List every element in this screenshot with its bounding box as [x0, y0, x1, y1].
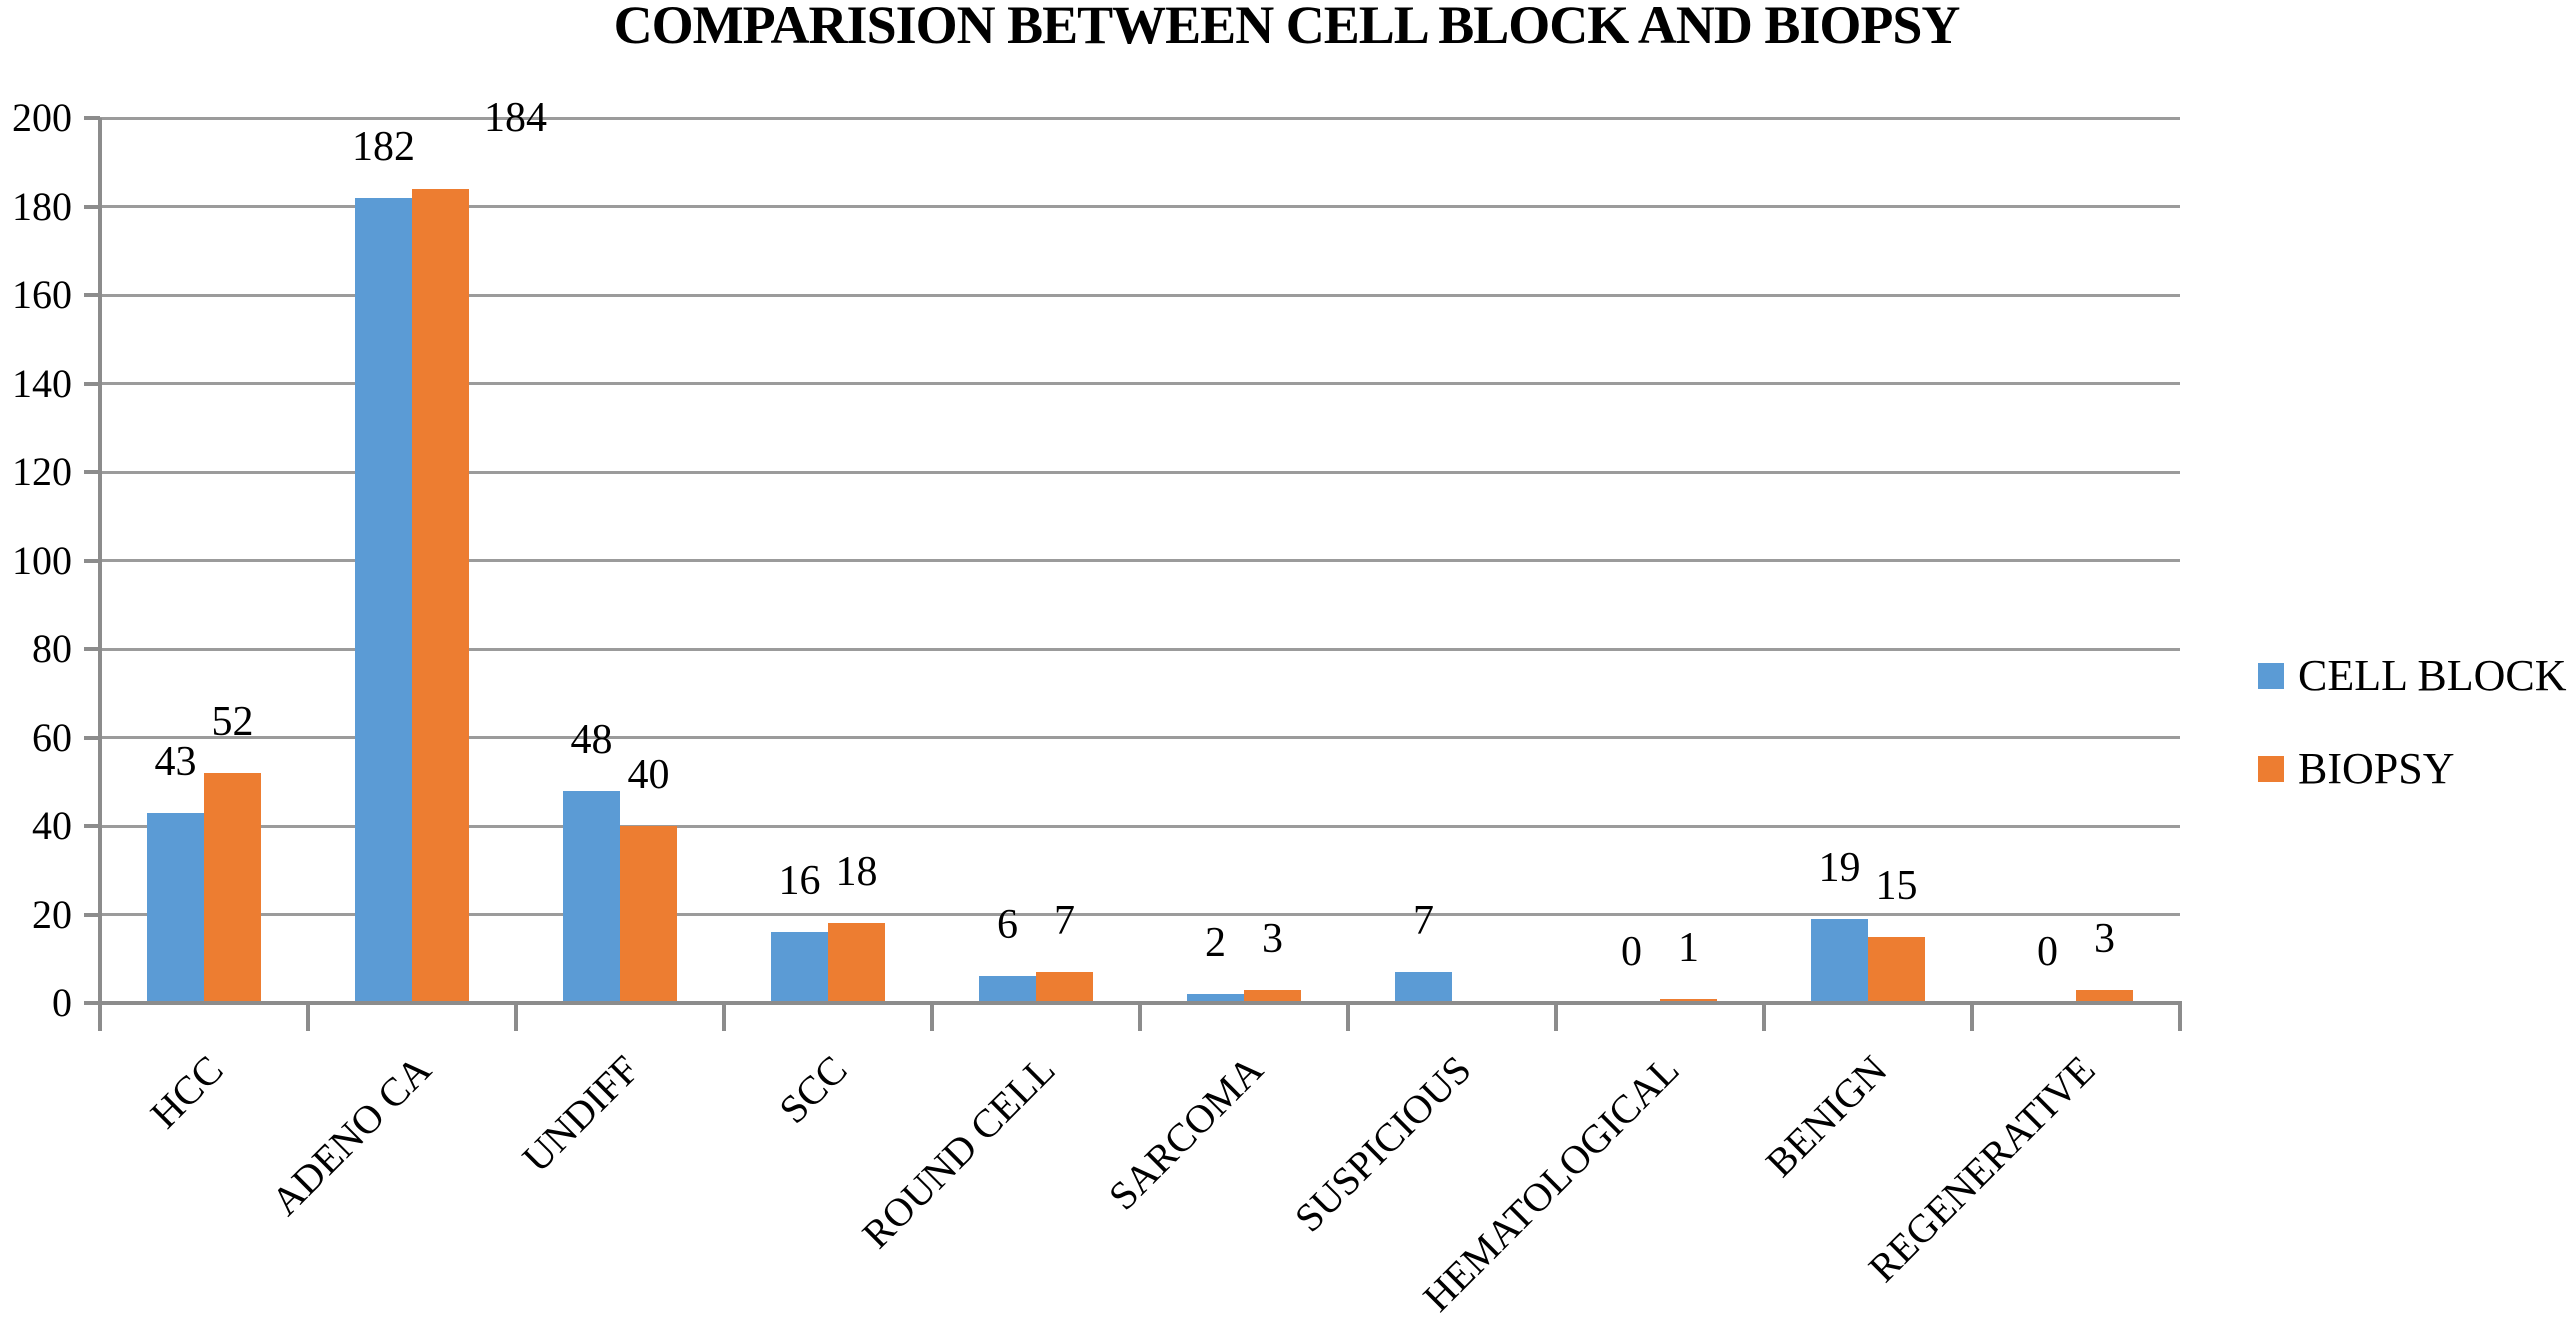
legend-label-cell-block: CELL BLOCK [2298, 651, 2567, 700]
gridline-20 [100, 913, 2180, 916]
y-axis-label-60: 60 [32, 714, 72, 760]
y-axis-tick-100 [84, 558, 100, 563]
y-axis-label-160: 160 [12, 272, 72, 317]
y-axis-tick-80 [84, 647, 100, 651]
data-label-biopsy-sarcoma: 3 [1262, 915, 1283, 962]
y-axis-tick-40 [84, 824, 100, 828]
x-axis-tick-4 [930, 1003, 934, 1031]
y-axis-label-0: 0 [52, 980, 72, 1025]
y-axis-label-200: 200 [12, 95, 72, 140]
data-label-cell-block-sarcoma: 2 [1205, 920, 1226, 967]
data-label-cell-block-suspicious: 7 [1413, 898, 1434, 945]
bar-biopsy-adeno-ca [412, 188, 469, 1003]
y-axis-tick-60 [84, 735, 100, 740]
data-label-cell-block-hcc: 43 [154, 738, 197, 785]
x-axis-tick-2 [514, 1003, 518, 1031]
bar-cell-block-scc [771, 932, 828, 1003]
chart-title: COMPARISION BETWEEN CELL BLOCK AND BIOPS… [613, 0, 1961, 55]
y-axis-label-40: 40 [32, 803, 72, 848]
x-axis-tick-1 [306, 1003, 310, 1031]
y-axis-label-140: 140 [12, 360, 72, 406]
data-label-cell-block-scc: 16 [778, 858, 821, 905]
x-axis-tick-5 [1138, 1003, 1142, 1031]
y-axis-tick-140 [84, 381, 100, 386]
bar-biopsy-scc [828, 923, 885, 1003]
gridline-40 [100, 824, 2180, 828]
data-label-biopsy-undiff: 40 [627, 752, 670, 798]
data-label-cell-block-adeno-ca: 182 [352, 123, 415, 170]
y-axis-tick-180 [84, 204, 100, 209]
data-label-biopsy-regenerative: 3 [2094, 915, 2115, 962]
bar-biopsy-benign [1868, 936, 1925, 1003]
data-label-biopsy-round-cell: 7 [1054, 898, 1075, 945]
x-axis-tick-6 [1346, 1003, 1350, 1031]
bar-biopsy-hematological [1660, 998, 1717, 1003]
y-axis-tick-120 [84, 470, 100, 474]
bar-cell-block-suspicious [1395, 972, 1452, 1003]
x-axis-tick-7 [1554, 1003, 1558, 1031]
y-axis-tick-20 [84, 912, 100, 917]
bar-cell-block-hcc [147, 812, 204, 1003]
x-axis-tick-8 [1762, 1003, 1766, 1031]
gridline-160 [100, 293, 2180, 297]
x-axis-tick-10 [2178, 1003, 2182, 1031]
data-label-cell-block-regenerative: 0 [2037, 929, 2058, 975]
bar-biopsy-undiff [620, 826, 677, 1003]
gridline-180 [100, 205, 2180, 208]
y-axis-line [98, 118, 102, 1007]
gridline-80 [100, 647, 2180, 651]
gridline-100 [100, 559, 2180, 562]
y-axis-label-100: 100 [12, 537, 72, 583]
legend-label-biopsy: BIOPSY [2298, 744, 2455, 793]
gridline-200 [100, 116, 2180, 120]
bar-biopsy-regenerative [2076, 989, 2133, 1003]
legend-item-cell-block: CELL BLOCK [2258, 650, 2566, 701]
legend: CELL BLOCK BIOPSY [2258, 650, 2566, 794]
bar-biopsy-round-cell [1036, 972, 1093, 1003]
y-axis-tick-160 [84, 293, 100, 297]
y-axis-tick-200 [84, 116, 100, 120]
legend-swatch-biopsy [2258, 755, 2284, 782]
bar-cell-block-round-cell [979, 976, 1036, 1003]
data-label-biopsy-benign: 15 [1875, 862, 1918, 909]
x-axis-tick-9 [1970, 1003, 1974, 1031]
bar-cell-block-undiff [563, 790, 620, 1003]
data-label-biopsy-scc: 18 [835, 849, 878, 896]
data-label-cell-block-hematological: 0 [1621, 929, 1642, 975]
data-label-biopsy-hematological: 1 [1678, 924, 1699, 971]
legend-item-biopsy: BIOPSY [2258, 743, 2566, 794]
bar-cell-block-adeno-ca [355, 197, 412, 1003]
data-label-cell-block-benign: 19 [1818, 844, 1861, 891]
x-axis-tick-0 [98, 1003, 102, 1031]
gridline-140 [100, 382, 2180, 385]
bar-cell-block-sarcoma [1187, 994, 1244, 1003]
bar-biopsy-sarcoma [1244, 989, 1301, 1003]
gridline-60 [100, 736, 2180, 739]
data-label-biopsy-hcc: 52 [211, 698, 254, 745]
y-axis-tick-0 [84, 1001, 100, 1005]
bar-biopsy-hcc [204, 772, 261, 1003]
bar-cell-block-benign [1811, 918, 1868, 1003]
legend-swatch-cell-block [2258, 662, 2284, 689]
y-axis-label-120: 120 [12, 449, 72, 494]
data-label-biopsy-adeno-ca: 184 [484, 94, 547, 141]
y-axis-label-80: 80 [32, 626, 72, 671]
gridline-120 [100, 470, 2180, 474]
y-axis-label-20: 20 [32, 891, 72, 937]
data-label-cell-block-undiff: 48 [570, 716, 613, 763]
data-label-cell-block-round-cell: 6 [997, 902, 1018, 949]
y-axis-label-180: 180 [12, 183, 72, 229]
x-axis-tick-3 [722, 1003, 726, 1031]
